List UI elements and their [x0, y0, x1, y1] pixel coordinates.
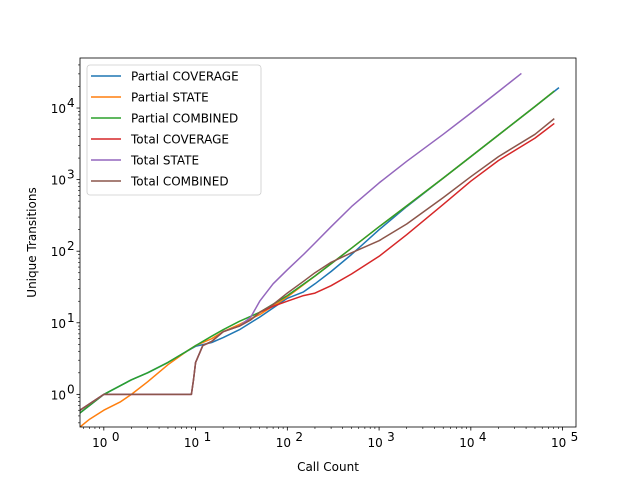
y-tick-label-exponent: 2: [67, 239, 75, 253]
x-tick-label-exponent: 4: [479, 430, 487, 444]
x-axis-label: Call Count: [297, 460, 359, 474]
x-tick-label-exponent: 1: [204, 430, 212, 444]
series-line-5: [80, 118, 555, 412]
x-tick-label-base: 10: [459, 436, 474, 450]
legend-label: Total STATE: [130, 154, 199, 168]
legend-label: Partial COVERAGE: [131, 70, 239, 84]
x-tick-label-base: 10: [92, 436, 107, 450]
x-tick-label-exponent: 2: [295, 430, 303, 444]
legend-label: Total COVERAGE: [130, 133, 229, 147]
x-tick-label: 10: [551, 436, 566, 450]
x-tick-label-base: 10: [367, 436, 382, 450]
x-tick-label-base: 10: [551, 436, 566, 450]
y-axis-label: Unique Transitions: [25, 187, 39, 297]
x-tick-label: 10: [184, 436, 199, 450]
y-tick-label-exponent: 0: [67, 382, 75, 396]
x-tick-label: 10: [92, 436, 107, 450]
y-tick-label-exponent: 4: [67, 96, 75, 110]
x-tick-label: 10: [367, 436, 382, 450]
x-tick-label: 10: [276, 436, 291, 450]
y-tick-label: 10: [51, 388, 66, 402]
x-tick-label: 10: [459, 436, 474, 450]
legend-label: Total COMBINED: [130, 175, 229, 189]
x-tick-label-base: 10: [184, 436, 199, 450]
y-tick-label: 10: [51, 102, 66, 116]
legend-entries: Partial COVERAGE Partial STATE Partial COM…: [91, 70, 239, 189]
legend-box: [86, 64, 262, 196]
y-tick-label: 10: [51, 317, 66, 331]
legend-label: Partial STATE: [131, 91, 209, 105]
axes-frame: [79, 57, 577, 428]
series-layer: [80, 72, 560, 427]
x-tick-label-exponent: 3: [387, 430, 395, 444]
tick-layer: 10 0 10 1 10 2 10 3 10 4 10 510 010 110 210 310 4: [51, 96, 579, 450]
y-tick-label: 10: [51, 174, 66, 188]
x-tick-label-exponent: 5: [571, 430, 579, 444]
y-tick-label-exponent: 3: [67, 168, 75, 182]
legend-label: Partial COMBINED: [131, 112, 238, 126]
legend: Partial COVERAGE Partial STATE Partial COM…: [86, 64, 262, 196]
x-tick-label-base: 10: [276, 436, 291, 450]
y-tick-label-exponent: 1: [67, 311, 75, 325]
y-tick-label: 10: [51, 245, 66, 259]
x-tick-label-exponent: 0: [112, 430, 120, 444]
